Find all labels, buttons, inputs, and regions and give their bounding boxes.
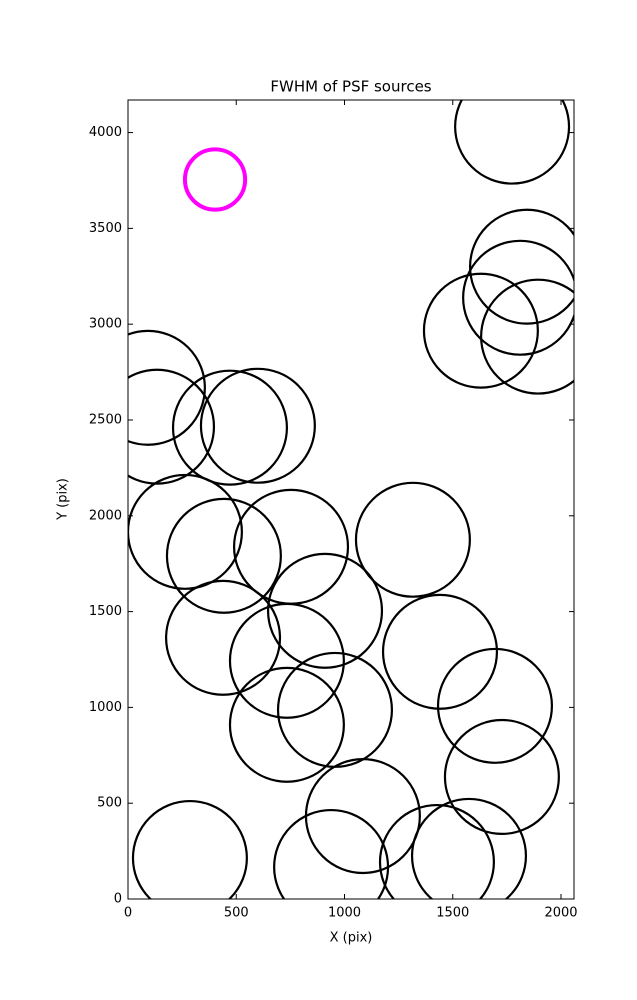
source-circle [443, 718, 560, 835]
source-circle [422, 272, 539, 389]
source-circle [171, 369, 289, 486]
y-tick-label: 0 [114, 892, 122, 907]
source-circle [228, 602, 345, 719]
source-circle [454, 100, 571, 185]
x-tick-label: 0 [124, 906, 132, 921]
source-circle [410, 797, 528, 899]
axes-frame [127, 99, 575, 900]
x-tick-label: 1000 [328, 906, 361, 921]
source-circle [354, 481, 471, 598]
x-axis-label: X (pix) [330, 931, 373, 946]
source-circle [266, 552, 384, 669]
source-circle [462, 239, 574, 356]
y-tick-label: 2000 [89, 508, 122, 523]
y-tick-label: 3000 [89, 317, 122, 332]
source-circle [165, 497, 282, 614]
source-circle [480, 278, 574, 395]
chart-title: FWHM of PSF sources [270, 78, 431, 96]
source-circle [228, 666, 345, 783]
y-tick-label: 3500 [89, 221, 122, 236]
source-circle [378, 803, 495, 899]
source-circle [128, 473, 243, 590]
source-circle [436, 647, 554, 764]
source-circle [165, 579, 282, 696]
source-circle [131, 799, 248, 899]
y-tick-label: 1500 [89, 604, 122, 619]
x-tick-label: 2000 [544, 906, 577, 921]
x-tick-label: 1500 [436, 906, 469, 921]
x-tick-label: 500 [224, 906, 249, 921]
y-tick-label: 1000 [89, 700, 122, 715]
y-tick-label: 2500 [89, 412, 122, 427]
y-tick-label: 4000 [89, 125, 122, 140]
y-tick-label: 500 [97, 796, 122, 811]
source-circle [468, 208, 574, 325]
source-circle [199, 367, 316, 484]
source-circle [128, 368, 216, 485]
source-circle [381, 593, 499, 710]
y-axis-label: Y (pix) [56, 478, 71, 521]
source-circle [273, 808, 390, 899]
plot-area [128, 100, 574, 899]
source-circle [182, 147, 248, 212]
source-circle [128, 329, 206, 446]
